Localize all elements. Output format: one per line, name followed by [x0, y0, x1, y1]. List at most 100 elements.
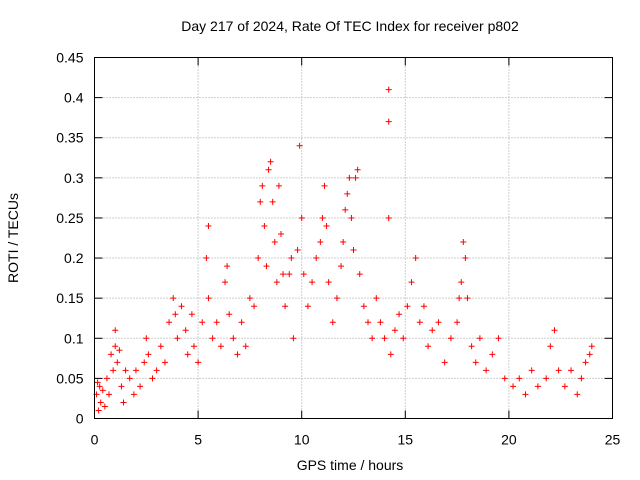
data-point: [476, 335, 483, 342]
data-point: [333, 295, 340, 302]
data-point: [510, 383, 517, 390]
data-point: [226, 311, 233, 318]
data-point: [203, 255, 210, 262]
data-point: [94, 379, 101, 386]
plot-frame: [94, 57, 613, 419]
data-point: [288, 255, 295, 262]
data-point: [143, 335, 150, 342]
axis-ticks: 0 0.05 0.1 0.15 0.2 0.25 0.3 0.35 0.4 0.45 0 5 10 15 2…: [56, 50, 620, 448]
data-point: [344, 190, 351, 197]
data-point: [385, 118, 392, 125]
data-point: [234, 351, 241, 358]
data-point: [261, 222, 268, 229]
data-point: [408, 279, 415, 286]
data-point: [286, 271, 293, 278]
data-point: [555, 367, 562, 374]
data-point: [246, 295, 253, 302]
data-point: [209, 335, 216, 342]
data-point: [348, 214, 355, 221]
y-tick-label: 0.15: [56, 290, 83, 306]
y-tick-label: 0.25: [56, 210, 83, 226]
data-point: [441, 359, 448, 366]
data-point: [468, 343, 475, 350]
data-point: [354, 166, 361, 173]
data-point: [313, 255, 320, 262]
data-point: [161, 359, 168, 366]
y-tick-label: 0.4: [64, 90, 84, 106]
grid-lines: [94, 57, 613, 419]
data-point: [296, 142, 303, 149]
data-point: [145, 351, 152, 358]
data-point: [280, 271, 287, 278]
data-point: [141, 359, 148, 366]
data-point: [224, 263, 231, 270]
data-point: [298, 214, 305, 221]
data-point: [369, 335, 376, 342]
data-point: [184, 351, 191, 358]
x-tick-label: 10: [294, 432, 310, 448]
data-point: [319, 214, 326, 221]
data-point: [489, 351, 496, 358]
x-tick-label: 0: [91, 432, 99, 448]
data-point: [130, 391, 137, 398]
data-point: [118, 383, 125, 390]
data-point: [230, 335, 237, 342]
data-point: [400, 335, 407, 342]
data-point: [516, 375, 523, 382]
data-point: [282, 303, 289, 310]
data-point: [97, 399, 104, 406]
data-point: [157, 343, 164, 350]
data-point: [385, 86, 392, 93]
data-point: [456, 295, 463, 302]
data-point: [273, 279, 280, 286]
data-point: [404, 303, 411, 310]
data-point: [255, 255, 262, 262]
data-point: [381, 335, 388, 342]
data-point: [420, 303, 427, 310]
data-point: [213, 319, 220, 326]
y-tick-label: 0.05: [56, 370, 83, 386]
data-point: [112, 327, 119, 334]
data-point: [425, 343, 432, 350]
data-point: [360, 303, 367, 310]
data-point: [267, 158, 274, 165]
data-point: [304, 303, 311, 310]
data-point: [251, 303, 258, 310]
data-point: [342, 206, 349, 213]
data-point: [323, 222, 330, 229]
data-point: [112, 343, 119, 350]
data-point: [329, 319, 336, 326]
data-point: [574, 391, 581, 398]
data-point: [217, 343, 224, 350]
data-point: [188, 311, 195, 318]
data-point: [447, 335, 454, 342]
data-point: [122, 367, 129, 374]
data-point: [199, 319, 206, 326]
data-point: [182, 327, 189, 334]
x-tick-label: 20: [501, 432, 517, 448]
data-point: [257, 198, 264, 205]
data-point: [265, 166, 272, 173]
y-tick-label: 0.2: [64, 250, 84, 266]
y-tick-label: 0.3: [64, 170, 84, 186]
data-point: [396, 311, 403, 318]
data-point: [346, 174, 353, 181]
data-point: [290, 335, 297, 342]
x-tick-label: 25: [605, 432, 621, 448]
data-point: [114, 359, 121, 366]
x-axis-label: GPS time / hours: [297, 457, 404, 473]
data-point: [309, 279, 316, 286]
data-point: [454, 319, 461, 326]
data-point: [483, 367, 490, 374]
data-point: [373, 295, 380, 302]
data-point: [205, 295, 212, 302]
data-point: [137, 383, 144, 390]
data-point: [99, 387, 106, 394]
y-tick-label: 0: [76, 411, 84, 427]
data-point: [238, 319, 245, 326]
data-point: [126, 375, 133, 382]
data-points: [93, 86, 595, 414]
data-point: [101, 403, 108, 410]
data-point: [356, 271, 363, 278]
